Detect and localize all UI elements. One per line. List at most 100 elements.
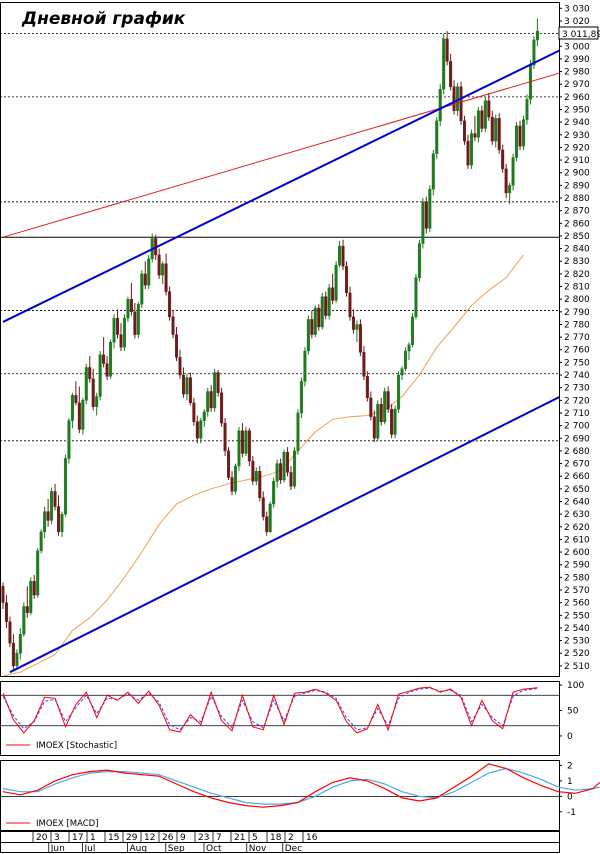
candle-body — [216, 372, 220, 393]
candle — [122, 314, 126, 352]
candle-body — [331, 287, 335, 301]
candle-body — [46, 511, 50, 521]
candle — [8, 616, 12, 647]
candle-body — [143, 273, 147, 286]
price-tick-label: 3 030 — [564, 4, 590, 14]
candle-body — [15, 653, 19, 667]
price-tick-label: 2 770 — [564, 333, 590, 343]
price-tick-label: 2 940 — [564, 118, 590, 128]
candle — [157, 248, 161, 279]
candle — [393, 405, 397, 439]
channel-line-blue — [9, 375, 600, 674]
candle-body — [202, 411, 206, 421]
candle — [174, 326, 178, 362]
candle — [345, 261, 349, 297]
candle-body — [171, 316, 175, 335]
candle-body — [497, 118, 501, 151]
candle — [376, 400, 380, 441]
candle-body — [119, 334, 123, 348]
candle — [310, 310, 314, 339]
candle-body — [95, 396, 99, 407]
candle — [317, 304, 321, 331]
candle — [233, 463, 237, 494]
candle-body — [43, 511, 47, 533]
price-tick-label: 2 700 — [564, 422, 590, 432]
price-tick-label: 2 750 — [564, 358, 590, 368]
candle — [164, 253, 168, 296]
candle — [362, 345, 366, 381]
price-tick-label: 2 540 — [564, 624, 590, 634]
candle-body — [358, 324, 362, 353]
candle — [480, 105, 484, 133]
candle — [497, 113, 501, 154]
price-tick-label: 2 850 — [564, 232, 590, 242]
candle — [261, 491, 265, 521]
day-tick-label: 7 — [216, 833, 222, 843]
candle-body — [338, 245, 342, 266]
candle-body — [174, 334, 178, 358]
macd-tick-label: 1 — [567, 777, 573, 787]
candle-body — [292, 450, 296, 487]
candle — [133, 302, 137, 339]
candle — [372, 410, 376, 443]
candle — [442, 33, 446, 95]
last-price-box — [558, 26, 599, 40]
candle-body — [102, 354, 106, 364]
candle-body — [195, 421, 199, 439]
price-tick-label: 2 680 — [564, 447, 590, 457]
candle-body — [442, 38, 446, 90]
stochastic-panel: 100 50 0 — [0, 681, 584, 755]
candle-body — [272, 481, 276, 505]
candle — [282, 449, 286, 483]
candle — [171, 310, 175, 339]
candle — [22, 602, 26, 637]
candle-body — [147, 258, 151, 286]
price-tick-label: 2 900 — [564, 169, 590, 179]
candle — [494, 114, 498, 148]
candle — [431, 149, 435, 196]
candle — [313, 305, 317, 338]
price-tick-label: 2 890 — [564, 181, 590, 191]
candle — [400, 366, 404, 381]
candle — [185, 373, 189, 401]
candle-body — [157, 254, 161, 276]
price-tick-label: 2 560 — [564, 599, 590, 609]
candle — [15, 649, 19, 670]
price-tick-label: 3 020 — [564, 17, 590, 27]
candle-body — [237, 430, 241, 467]
macd-legend: IMOEX [MACD] — [36, 819, 99, 829]
candle — [417, 239, 421, 282]
candle — [116, 309, 120, 339]
candle-body — [105, 363, 109, 377]
candle — [324, 291, 328, 320]
price-tick-label: 2 910 — [564, 156, 590, 166]
candle-body — [261, 497, 265, 517]
day-tick-label: 16 — [306, 833, 318, 843]
candle — [424, 196, 428, 234]
month-tick-label: Dec — [285, 844, 302, 854]
moving-average — [2, 254, 524, 677]
candle-body — [324, 296, 328, 316]
candle-body — [449, 61, 453, 87]
candle-body — [223, 422, 227, 452]
candle-body — [161, 263, 165, 276]
candle — [91, 368, 95, 411]
candle-body — [275, 463, 279, 482]
candle-body — [438, 89, 442, 122]
candle-body — [348, 292, 352, 318]
candle — [53, 483, 57, 511]
candle-body — [140, 273, 144, 305]
candle — [421, 198, 425, 249]
candle-body — [476, 110, 480, 138]
candle-body — [473, 133, 477, 138]
candle-body — [220, 392, 224, 424]
candle — [213, 368, 217, 412]
candle — [60, 511, 64, 537]
price-tick-label: 2 620 — [564, 523, 590, 533]
candle-body — [136, 304, 140, 335]
trend-line-red — [2, 60, 600, 238]
candle — [265, 511, 269, 536]
day-tick-label: 23 — [198, 833, 209, 843]
chart-title: Дневной график — [21, 9, 186, 29]
